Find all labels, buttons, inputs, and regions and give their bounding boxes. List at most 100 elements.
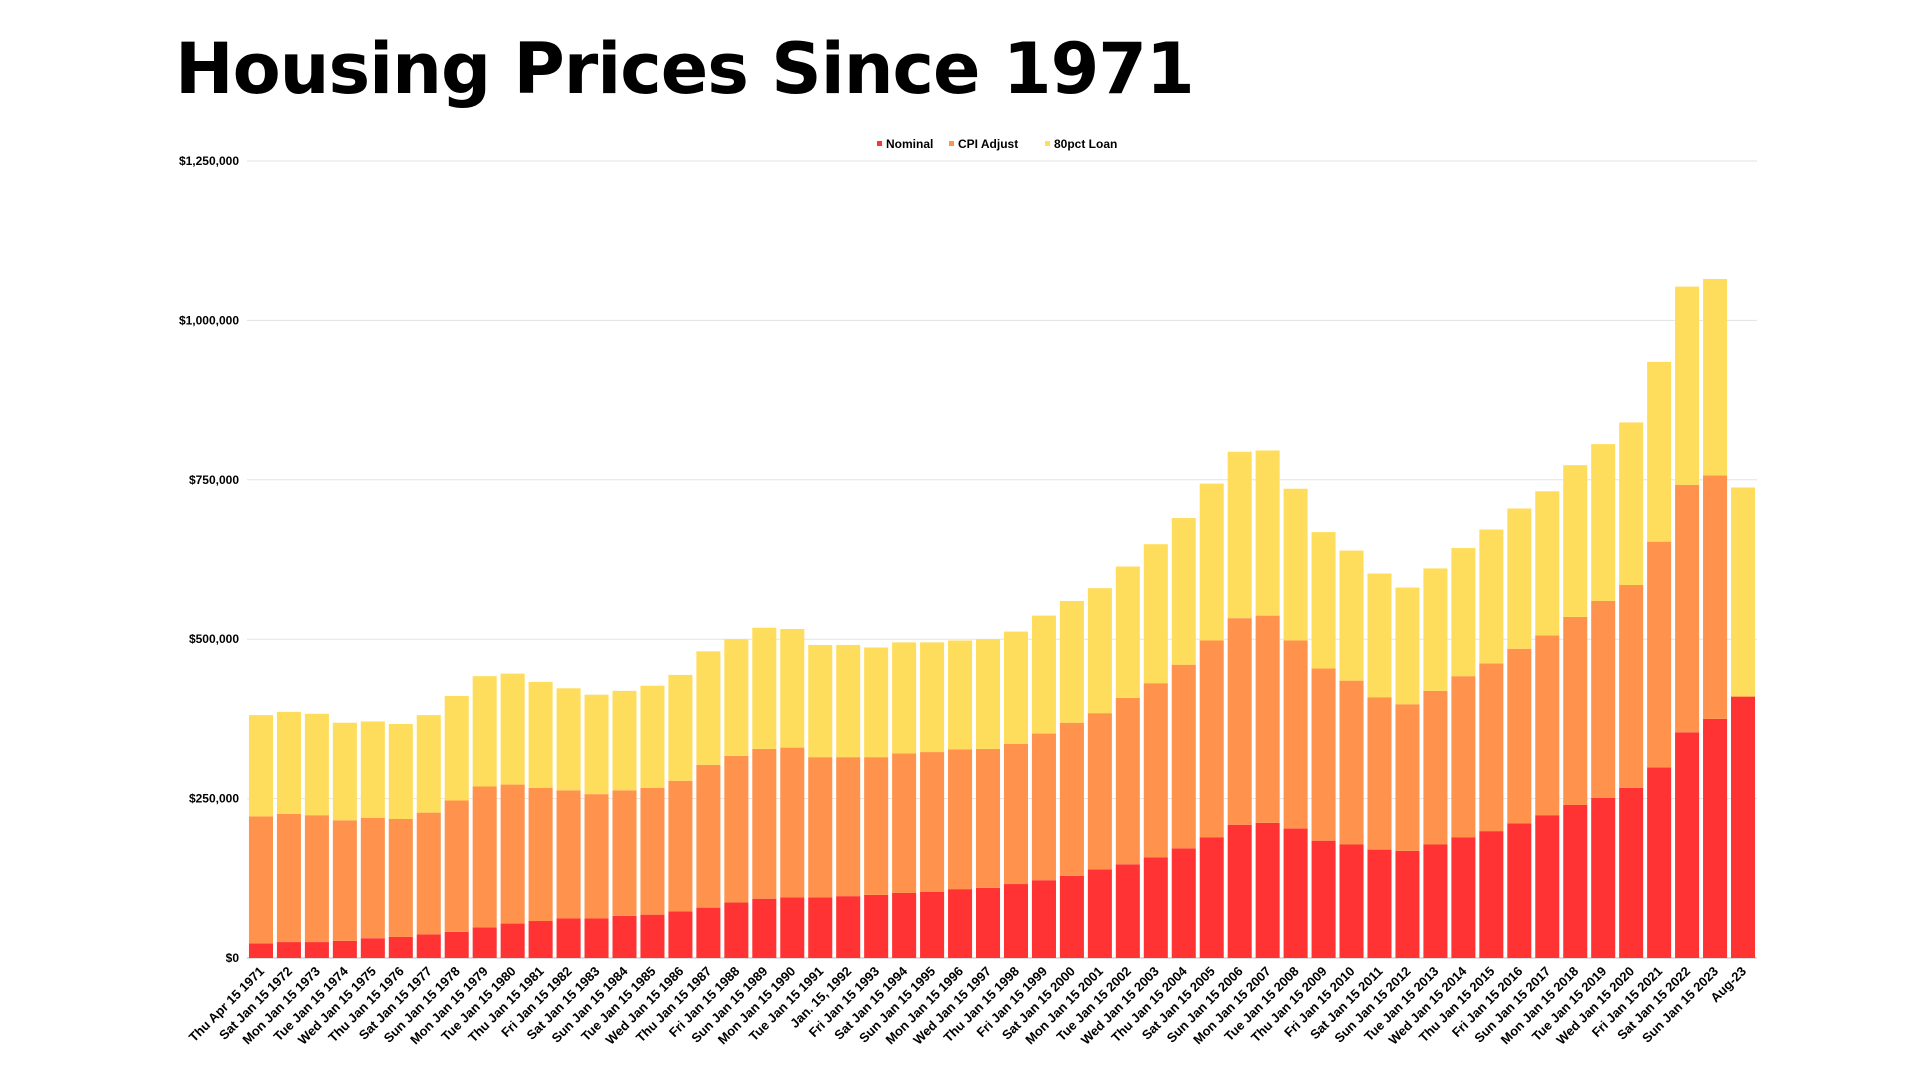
- bar-nominal: [528, 921, 553, 958]
- bar-nominal: [472, 927, 497, 958]
- bar-cpi-adjust: [1619, 585, 1644, 788]
- bar-nominal: [1395, 850, 1420, 958]
- legend: Nominal CPI Adjust 80pct Loan: [877, 137, 1117, 151]
- bar-nominal: [864, 894, 889, 958]
- bar-nominal: [1339, 844, 1364, 958]
- bar-cpi-adjust: [1703, 475, 1728, 719]
- bar-80pct-loan: [332, 722, 357, 821]
- bar-80pct-loan: [1647, 361, 1672, 542]
- bar-cpi-adjust: [1059, 722, 1084, 876]
- y-axis: $0 $250,000 $500,000 $750,000 $1,000,000 $1,2…: [179, 154, 239, 965]
- legend-label: Nominal: [886, 137, 933, 151]
- bar-cpi-adjust: [1311, 668, 1336, 841]
- bar-cpi-adjust: [556, 790, 581, 919]
- y-tick-label: $500,000: [189, 632, 239, 646]
- bar-nominal: [1115, 864, 1140, 958]
- bar-nominal: [1451, 837, 1476, 958]
- bar-nominal: [1507, 823, 1532, 958]
- bar-80pct-loan: [1031, 615, 1056, 734]
- bar-80pct-loan: [975, 639, 1001, 749]
- bar-80pct-loan: [1730, 487, 1756, 697]
- bar-80pct-loan: [780, 628, 805, 748]
- bar-nominal: [724, 902, 749, 958]
- bar-nominal: [752, 898, 777, 958]
- bar-80pct-loan: [1003, 631, 1029, 744]
- bar-80pct-loan: [1535, 491, 1560, 636]
- bar-cpi-adjust: [724, 755, 749, 903]
- bar-cpi-adjust: [1339, 680, 1364, 845]
- bar-nominal: [640, 914, 665, 958]
- bar-cpi-adjust: [500, 784, 525, 924]
- bar-80pct-loan: [612, 690, 637, 791]
- bar-cpi-adjust: [1423, 690, 1448, 845]
- bar-nominal: [1591, 797, 1616, 958]
- bar-nominal: [920, 891, 945, 958]
- bar-cpi-adjust: [1563, 616, 1588, 805]
- bar-cpi-adjust: [780, 747, 805, 898]
- bar-80pct-loan: [696, 651, 721, 765]
- bar-80pct-loan: [1143, 544, 1168, 684]
- bar-cpi-adjust: [1115, 697, 1140, 865]
- bar-80pct-loan: [1059, 600, 1084, 723]
- bar-nominal: [1003, 884, 1029, 958]
- bar-cpi-adjust: [1199, 640, 1224, 838]
- legend-label: CPI Adjust: [958, 137, 1018, 151]
- bar-cpi-adjust: [836, 757, 861, 897]
- bar-80pct-loan: [1367, 573, 1392, 698]
- bar-80pct-loan: [1339, 550, 1364, 681]
- gridlines: [247, 160, 1757, 959]
- bar-nominal: [1703, 718, 1728, 958]
- bar-80pct-loan: [388, 724, 413, 820]
- bar-nominal: [1199, 837, 1224, 958]
- legend-label: 80pct Loan: [1054, 137, 1117, 151]
- bar-80pct-loan: [948, 640, 973, 750]
- bar-cpi-adjust: [1507, 648, 1532, 824]
- bar-80pct-loan: [1115, 566, 1140, 698]
- bar-nominal: [975, 887, 1001, 958]
- bar-cpi-adjust: [1003, 743, 1029, 885]
- bar-cpi-adjust: [332, 820, 357, 941]
- bar-80pct-loan: [1395, 587, 1420, 705]
- bar-nominal: [276, 942, 301, 958]
- bar-nominal: [948, 889, 973, 958]
- bar-nominal: [836, 896, 861, 958]
- bar-80pct-loan: [248, 715, 274, 817]
- bar-80pct-loan: [584, 694, 609, 795]
- bar-cpi-adjust: [584, 794, 609, 919]
- bar-cpi-adjust: [1451, 676, 1476, 838]
- bar-80pct-loan: [1563, 465, 1588, 617]
- bar-cpi-adjust: [1143, 683, 1168, 858]
- bar-nominal: [1535, 815, 1560, 958]
- bar-cpi-adjust: [444, 800, 469, 932]
- bar-cpi-adjust: [696, 764, 721, 908]
- bar-cpi-adjust: [864, 757, 889, 895]
- y-tick-label: $1,250,000: [179, 154, 239, 168]
- bar-cpi-adjust: [472, 786, 497, 928]
- bar-cpi-adjust: [808, 757, 833, 898]
- bar-cpi-adjust: [1535, 635, 1560, 816]
- bar-80pct-loan: [472, 676, 497, 787]
- bar-80pct-loan: [1619, 422, 1644, 586]
- bar-80pct-loan: [276, 711, 301, 814]
- bar-cpi-adjust: [892, 753, 917, 893]
- bar-80pct-loan: [1171, 518, 1196, 665]
- bar-80pct-loan: [640, 685, 665, 788]
- bar-cpi-adjust: [416, 812, 441, 935]
- bar-cpi-adjust: [248, 816, 274, 944]
- bar-80pct-loan: [1227, 451, 1252, 619]
- bar-cpi-adjust: [1255, 615, 1280, 823]
- y-tick-label: $250,000: [189, 792, 239, 806]
- bar-80pct-loan: [836, 644, 861, 758]
- bar-80pct-loan: [668, 674, 693, 781]
- bar-nominal: [780, 897, 805, 958]
- bar-cpi-adjust: [920, 752, 945, 892]
- bar-nominal: [1367, 849, 1392, 958]
- bar-cpi-adjust: [360, 817, 385, 939]
- bar-cpi-adjust: [1647, 541, 1672, 768]
- bar-80pct-loan: [920, 642, 945, 753]
- bar-cpi-adjust: [1283, 640, 1308, 829]
- y-tick-label: $0: [226, 951, 240, 965]
- legend-swatch: [1045, 141, 1050, 146]
- chart-title: Housing Prices Since 1971: [175, 28, 1195, 110]
